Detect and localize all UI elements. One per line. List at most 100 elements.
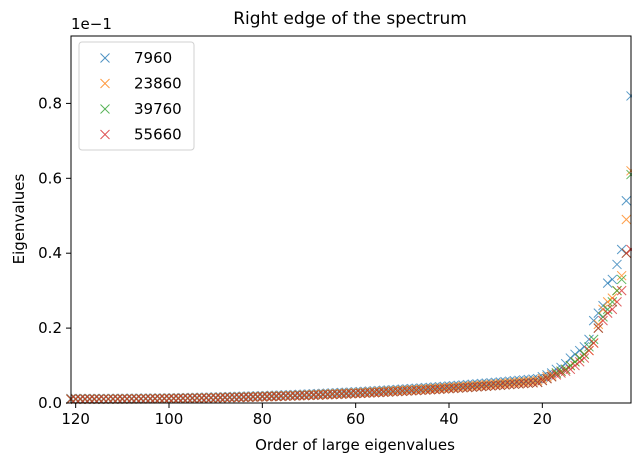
data-point [602,278,613,289]
data-point [607,297,618,307]
data-point [75,394,86,405]
data-point [588,315,599,326]
x-axis-ticks: 120 100 80 60 40 20 [61,403,552,428]
legend-label: 39760 [134,100,182,118]
data-point [220,392,230,403]
data-point [364,388,375,398]
data-point [584,341,594,352]
data-point [598,300,608,311]
data-point [159,393,170,404]
data-point [262,391,272,402]
data-point [280,391,291,402]
data-point [584,334,594,345]
data-point [126,394,137,404]
data-point [411,385,422,396]
data-point [243,392,254,403]
data-point [210,393,221,403]
data-point [131,394,142,404]
data-point [472,381,482,392]
data-point [266,391,277,402]
data-point [588,334,599,345]
y-axis-ticks: 0.0 0.2 0.4 0.6 0.8 [38,94,71,412]
data-point [238,392,249,403]
chart-title: Right edge of the spectrum [233,9,467,29]
data-point [402,386,412,396]
data-point [117,394,128,404]
data-point [318,390,328,400]
data-point [98,394,109,405]
data-point [593,319,604,330]
data-point [565,353,576,363]
data-point [602,308,613,318]
data-point [168,393,179,404]
data-point [89,394,100,405]
data-point [70,394,81,405]
x-tick-label: 120 [61,410,90,428]
data-point [616,244,627,255]
data-point [607,304,618,315]
data-point [285,391,296,401]
data-point [350,388,361,399]
data-point [621,195,632,206]
legend-marker [100,104,110,114]
data-point [80,394,90,405]
data-point [336,389,347,400]
data-point [570,356,580,367]
data-point [579,341,590,352]
data-point [612,297,622,307]
data-point [327,389,338,400]
data-point [416,385,426,396]
legend-marker [100,53,110,63]
data-point [374,387,384,398]
data-point [145,394,156,404]
data-point [579,349,590,360]
data-point [439,384,450,394]
data-point [196,393,207,404]
data-point [612,285,622,296]
data-point [602,304,613,315]
data-point [257,392,268,402]
data-point [313,390,324,400]
data-point [425,384,436,395]
data-point [593,308,604,318]
y-axis-multiplier: 1e−1 [71,15,112,33]
data-point [201,393,212,404]
data-point [495,380,506,391]
data-point [565,360,576,371]
data-point [621,214,632,225]
legend-box [78,41,195,151]
legend-item: 39760 [100,100,182,118]
legend-item: 55660 [100,126,182,144]
legend-item: 7960 [100,49,172,67]
data-point [122,394,132,404]
data-point [579,353,590,363]
series-23860 [66,165,632,404]
data-point [229,392,240,403]
y-axis-label: Eigenvalues [10,173,28,264]
data-point [192,393,202,404]
data-point [434,384,445,395]
data-point [392,386,403,397]
data-point [346,388,356,399]
data-point [378,387,389,398]
data-point [467,382,478,393]
data-point [523,378,534,388]
data-point [476,381,487,392]
data-point [570,360,580,371]
data-point [136,394,146,404]
data-point [406,385,417,396]
data-point [514,378,524,389]
data-point [234,392,244,403]
data-point [481,381,492,392]
data-point [500,380,510,390]
data-point [112,394,123,405]
x-tick-label: 100 [155,410,184,428]
x-tick-label: 20 [533,410,552,428]
data-point [574,356,585,367]
y-tick-label: 0.6 [38,169,62,187]
data-point [182,393,193,404]
data-point [360,388,370,399]
data-point [598,312,608,322]
legend-label: 55660 [134,126,182,144]
